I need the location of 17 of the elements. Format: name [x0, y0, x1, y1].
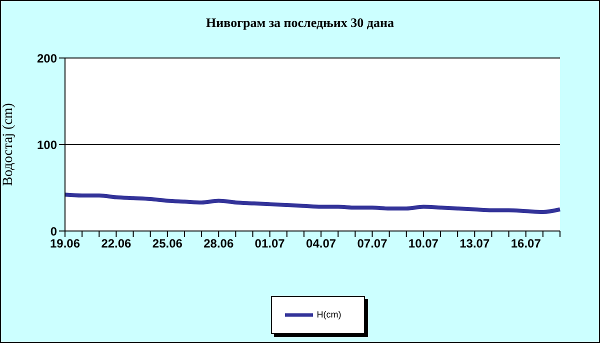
y-tick-label: 0: [50, 224, 58, 238]
x-tick-label: 01.07: [254, 236, 286, 251]
x-tick-label: 22.06: [101, 236, 132, 251]
x-tick-label: 25.06: [152, 236, 183, 251]
chart-title: Нивограм за последњих 30 дана: [205, 15, 395, 31]
x-tick-label: 19.06: [50, 236, 80, 251]
x-tick-label: 13.07: [460, 236, 490, 251]
x-tick-label: 04.07: [306, 236, 336, 251]
x-tick-label: 16.07: [510, 236, 542, 251]
legend-label: H(cm): [316, 309, 342, 320]
y-tick-label: 100: [36, 138, 58, 152]
x-tick-label: 10.07: [408, 236, 439, 251]
y-axis-title: Водостај (cm): [0, 102, 16, 186]
y-tick-label: 200: [36, 51, 58, 66]
x-tick-label: 28.06: [204, 236, 234, 251]
x-tick-label: 07.07: [357, 236, 388, 251]
line-series: [63, 192, 562, 214]
